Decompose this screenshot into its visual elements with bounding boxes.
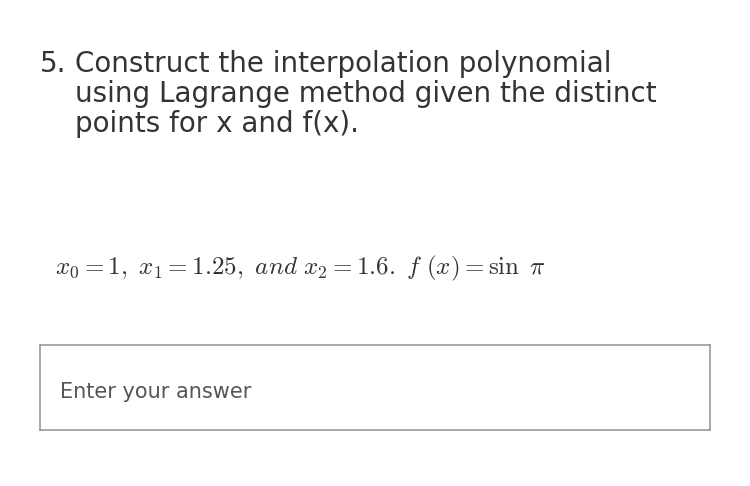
Text: 5.: 5. <box>40 50 67 78</box>
Text: points for x and f(x).: points for x and f(x). <box>75 110 359 138</box>
Text: using Lagrange method given the distinct: using Lagrange method given the distinct <box>75 80 657 108</box>
Text: Enter your answer: Enter your answer <box>60 382 251 402</box>
Text: $x_0 = 1,\ x_1 = 1.25,\ \mathit{and}\ x_2 = 1.6.\ f\ (x) = \sin\ \pi$: $x_0 = 1,\ x_1 = 1.25,\ \mathit{and}\ x_… <box>55 254 546 282</box>
Text: Construct the interpolation polynomial: Construct the interpolation polynomial <box>75 50 611 78</box>
